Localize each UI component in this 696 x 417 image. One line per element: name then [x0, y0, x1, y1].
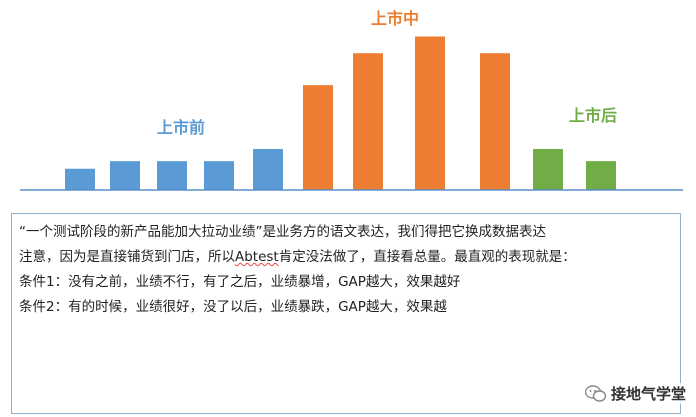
watermark: 接地气学堂: [580, 383, 686, 404]
text-line-2-after: 肯定没法做了，直接看总量。最直观的表现就是：: [278, 249, 576, 265]
bar-6: [303, 85, 333, 190]
phase-label-pre-launch: 上市前: [156, 118, 206, 137]
bar-9: [480, 53, 510, 190]
text-line-condition-1: 条件1：没有之前，业绩不行，有了之后，业绩暴增，GAP越大，效果越好: [19, 274, 461, 290]
phase-label-launch: 上市中: [370, 9, 420, 28]
bar-1: [65, 168, 95, 190]
text-line-2-before: 注意，因为是直接铺货到门店，所以: [19, 249, 235, 265]
text-line-2: 注意，因为是直接铺货到门店，所以Abtest肯定没法做了，直接看总量。最直观的表…: [19, 245, 674, 270]
text-line-condition-2: 条件2：有的时候，业绩很好，没了以后，业绩暴跌，GAP越大，效果越: [19, 299, 447, 315]
bar-7: [353, 53, 383, 190]
abtest-term: Abtest: [235, 249, 279, 265]
bar-10: [533, 148, 563, 190]
bar-chart: [20, 36, 683, 191]
bars-group: [65, 36, 616, 190]
watermark-text: 接地气学堂: [610, 385, 686, 403]
text-line-1: “一个测试阶段的新产品能加大拉动业绩”是业务方的语文表达，我们得把它换成数据表达: [19, 224, 546, 240]
bar-2: [110, 161, 140, 190]
phase-label-post-launch: 上市后: [568, 106, 618, 125]
bar-4: [204, 161, 234, 190]
wechat-icon: [584, 384, 607, 402]
bar-3: [157, 161, 187, 190]
bar-5: [253, 148, 283, 190]
bar-11: [586, 161, 616, 190]
explanation-text-panel: “一个测试阶段的新产品能加大拉动业绩”是业务方的语文表达，我们得把它换成数据表达…: [11, 213, 681, 414]
bar-8: [415, 36, 445, 190]
